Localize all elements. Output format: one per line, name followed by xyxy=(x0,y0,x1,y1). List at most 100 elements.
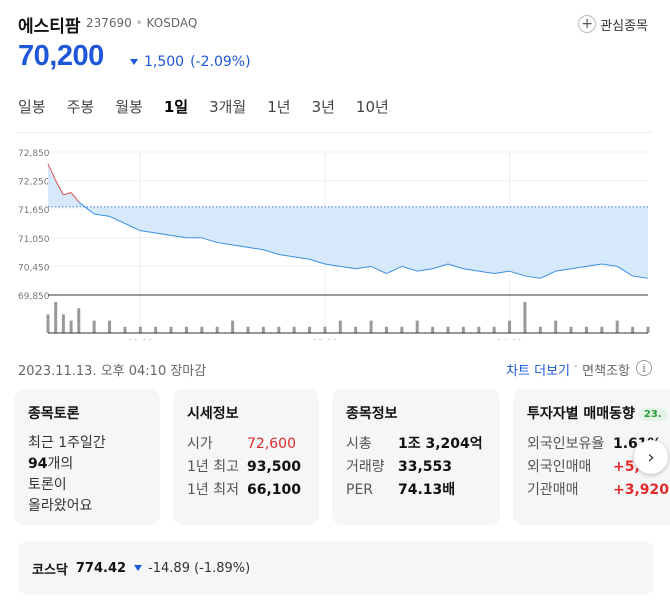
tab-monthly[interactable]: 월봉 xyxy=(115,98,143,116)
volume-bar xyxy=(508,320,512,333)
watchlist-label: 관심종목 xyxy=(600,18,648,34)
volume-bar xyxy=(461,326,465,333)
volume-bar xyxy=(184,326,188,333)
tab-weekly[interactable]: 주봉 xyxy=(66,98,95,116)
chart-more-link[interactable]: 차트 더보기 xyxy=(506,364,570,379)
investor-card[interactable]: 투자자별 매매동향 23. 외국인보유율 1.61% 외국인매매 +5, 기관매매 +3… xyxy=(513,389,670,525)
kv-key: 외국인매매 xyxy=(527,459,592,475)
kv-value: 72,600 xyxy=(247,436,296,452)
price-line-segment xyxy=(263,249,279,255)
info-row-volume: 거래량 33,553 xyxy=(346,456,486,479)
stock-market: KOSDAQ xyxy=(146,16,198,30)
volume-bar xyxy=(215,326,219,333)
price-line-segment xyxy=(70,192,80,203)
index-name: 코스닥 xyxy=(32,562,68,578)
quote-row-low: 1년 최저 66,100 xyxy=(187,479,305,502)
tab-1year[interactable]: 1년 xyxy=(267,98,291,116)
volume-bar xyxy=(231,320,235,333)
info-row-per: PER 74.13배 xyxy=(346,479,486,502)
price-line-segment xyxy=(340,265,356,270)
quote-card[interactable]: 시세정보 시가 72,600 1년 최고 93,500 1년 최저 66,100 xyxy=(173,389,319,525)
price-line-segment xyxy=(386,265,403,275)
kv-value: 66,100 xyxy=(247,482,302,498)
index-summary[interactable]: 코스닥 774.42 -14.89 (-1.89%) xyxy=(18,541,654,595)
price-area-fill xyxy=(48,163,648,279)
volume-bar xyxy=(61,314,65,333)
volume-bar xyxy=(54,302,58,333)
discussion-title: 종목토론 xyxy=(28,406,80,422)
volume-bar xyxy=(69,320,73,333)
price-line-segment xyxy=(524,275,541,279)
discussion-count: 94 xyxy=(28,456,48,472)
stock-meta: 237690 • KOSDAQ xyxy=(86,16,198,30)
tab-3years[interactable]: 3년 xyxy=(311,98,335,116)
kv-value: +5, xyxy=(613,459,640,475)
price-line-segment xyxy=(309,258,326,265)
price-line-segment xyxy=(555,268,572,272)
stockinfo-card[interactable]: 종목정보 시총 1조 3,204억 거래량 33,553 PER 74.13배 xyxy=(332,389,500,525)
price-line-segment xyxy=(94,213,110,217)
volume-bar xyxy=(323,326,327,333)
volume-bar xyxy=(646,326,650,333)
price-line-segment xyxy=(140,230,156,234)
quote-row-high: 1년 최고 93,500 xyxy=(187,456,305,479)
price-line-segment xyxy=(171,234,187,239)
discussion-text: 최근 1주일간 94개의 토론이 올라왔어요 xyxy=(28,433,146,517)
kv-key: 1년 최고 xyxy=(187,459,239,475)
discussion-line3: 토론이 xyxy=(28,477,67,493)
volume-bar xyxy=(277,326,281,333)
index-value: 774.42 xyxy=(75,560,127,576)
volume-bar xyxy=(400,326,404,333)
price-line-segment xyxy=(401,265,418,272)
watchlist-button[interactable]: + 관심종목 xyxy=(578,12,648,36)
info-cards: 종목토론 최근 1주일간 94개의 토론이 올라왔어요 시세정보 시가 72,60… xyxy=(14,389,670,525)
volume-bar xyxy=(108,320,112,333)
kv-key: 1년 최저 xyxy=(187,482,239,498)
volume-bar xyxy=(554,320,558,333)
plus-icon: + xyxy=(578,15,597,33)
volume-bar xyxy=(138,326,142,333)
change-amount: 1,500 xyxy=(144,54,185,70)
tab-1day[interactable]: 1일 xyxy=(163,98,189,116)
info-icon[interactable]: i xyxy=(636,360,652,376)
disclaimer-link[interactable]: 면책조항 xyxy=(582,364,630,379)
volume-bar xyxy=(169,326,173,333)
kv-key: 외국인보유율 xyxy=(527,436,605,452)
x-tick-label: 14:00 xyxy=(497,339,523,340)
down-triangle-icon xyxy=(134,565,143,571)
price-line-segment xyxy=(571,265,587,270)
kv-key: 기관매매 xyxy=(527,482,579,498)
volume-bar xyxy=(523,302,527,333)
tab-daily[interactable]: 일봉 xyxy=(18,98,46,116)
price-line-segment xyxy=(601,263,618,267)
volume-bar xyxy=(154,326,158,333)
volume-bar xyxy=(492,326,496,333)
volume-bar xyxy=(46,314,50,333)
chevron-right-icon[interactable]: › xyxy=(634,440,668,474)
price-line-segment xyxy=(447,263,464,270)
quote-title: 시세정보 xyxy=(187,406,239,422)
discussion-line4: 올라왔어요 xyxy=(28,498,93,514)
tab-10years[interactable]: 10년 xyxy=(355,98,389,116)
price-line-segment xyxy=(540,270,556,279)
price-line-segment xyxy=(417,268,433,272)
price-line-segment xyxy=(324,263,341,267)
investor-row-foreign-trade: 외국인매매 +5, xyxy=(527,456,670,479)
price-line-segment xyxy=(355,265,372,270)
investor-row-institution: 기관매매 +3,920 xyxy=(527,479,670,502)
price-line-segment xyxy=(278,253,295,258)
stock-header: 에스티팜 237690 • KOSDAQ + 관심종목 70,200 1,500… xyxy=(18,10,658,80)
price-line-segment xyxy=(63,192,72,196)
discussion-card[interactable]: 종목토론 최근 1주일간 94개의 토론이 올라왔어요 xyxy=(14,389,160,525)
kv-value: 93,500 xyxy=(247,459,302,475)
y-tick-label: 72,850 xyxy=(18,149,50,159)
price-line-segment xyxy=(217,242,233,246)
period-tabs: 일봉 주봉 월봉 1일 3개월 1년 3년 10년 xyxy=(18,96,410,132)
price-line-segment xyxy=(124,223,141,232)
x-tick-label: 12:00 xyxy=(312,339,338,340)
y-tick-label: 71,050 xyxy=(18,235,50,245)
tab-3months[interactable]: 3개월 xyxy=(209,98,247,116)
volume-bar xyxy=(123,326,127,333)
intraday-chart[interactable]: 72,850 72,250 71,650 71,050 70,450 69,850 10:0… xyxy=(0,140,670,340)
discussion-line1: 최근 1주일간 xyxy=(28,435,106,451)
